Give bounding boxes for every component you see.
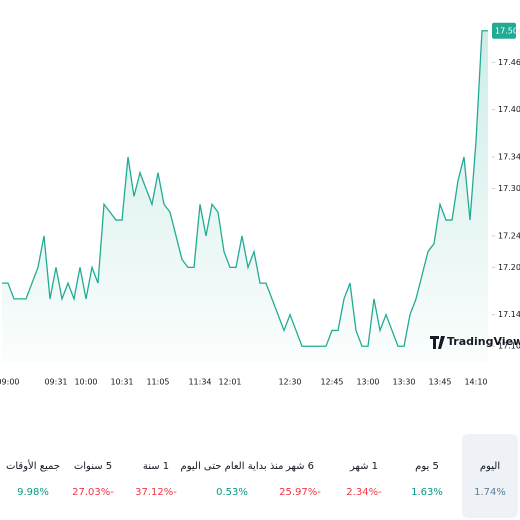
y-tick-label: 17.46: [498, 58, 520, 67]
period-label: اليوم: [480, 461, 500, 472]
area: [2, 30, 488, 362]
period-selected-bg: [462, 434, 518, 518]
y-tick-label: 17.24: [498, 231, 520, 240]
x-tick-label: 13:45: [428, 378, 451, 387]
price-badge-label: 17.50: [495, 26, 518, 35]
period-change: 37.12%-: [135, 487, 177, 498]
x-tick-label: 10:00: [74, 378, 97, 387]
period-change: 25.97%-: [279, 487, 321, 498]
period-change: 1.74%: [474, 487, 506, 498]
x-tick-label: 12:45: [320, 378, 343, 387]
period-label: 6 شهر: [285, 461, 314, 472]
period-change: 2.34%-: [346, 487, 382, 498]
y-tick-label: 17.30: [498, 184, 520, 193]
x-tick-label: 12:30: [278, 378, 301, 387]
y-tick-label: 17.20: [498, 263, 520, 272]
period-label: 5 يوم: [415, 461, 439, 472]
x-tick-label: 12:01: [218, 378, 241, 387]
x-tick-label: 11:34: [188, 378, 211, 387]
x-tick-label: 14:10: [464, 378, 487, 387]
price-badge: [492, 22, 516, 39]
period-change: 0.53%: [216, 487, 248, 498]
x-tick-label: 13:00: [356, 378, 379, 387]
period-change: 1.63%: [411, 487, 443, 498]
period-label: 1 شهر: [349, 461, 378, 472]
y-tick-label: 17.10: [498, 342, 520, 351]
y-tick-label: 17.34: [498, 152, 520, 161]
period-label: 1 سنة: [143, 461, 169, 472]
period-label: جميع الأوقات: [6, 459, 60, 472]
x-tick-label: 09:31: [44, 378, 67, 387]
period-change: 27.03%-: [72, 487, 114, 498]
x-tick-label: 10:31: [110, 378, 133, 387]
x-tick-label: 13:30: [392, 378, 415, 387]
period-change: 9.98%: [17, 487, 49, 498]
y-tick-label: 17.40: [498, 105, 520, 114]
line: [2, 30, 488, 347]
y-tick-label: 17.14: [498, 310, 520, 319]
x-tick-label: 09:00: [0, 378, 20, 387]
x-tick-label: 11:05: [146, 378, 169, 387]
period-label: منذ بداية العام حتى اليوم: [181, 461, 284, 472]
period-label: 5 سنوات: [74, 461, 112, 472]
